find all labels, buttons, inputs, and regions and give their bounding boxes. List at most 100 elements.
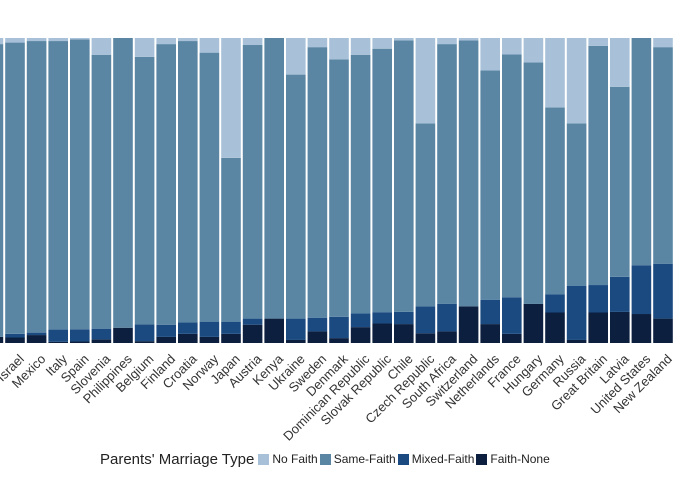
bar-segment-faith-none bbox=[329, 338, 349, 343]
bar-segment-same-faith bbox=[91, 54, 112, 329]
bar-segment-mixed-faith bbox=[26, 332, 47, 336]
bar-segment-mixed-faith bbox=[566, 285, 587, 340]
legend-label: Faith-None bbox=[490, 452, 550, 466]
bar-segment-faith-none bbox=[134, 341, 155, 343]
bar-segment-faith-none bbox=[5, 337, 25, 343]
bar-segment-same-faith bbox=[329, 59, 349, 317]
legend-swatch bbox=[258, 453, 270, 465]
bar-segment-mixed-faith bbox=[5, 333, 25, 338]
bar-segment-no-faith bbox=[156, 38, 176, 45]
legend-entry: Mixed-Faith bbox=[397, 452, 475, 466]
bar-segment-no-faith bbox=[91, 38, 112, 55]
bar-segment-faith-none bbox=[394, 324, 414, 343]
bar-segment-same-faith bbox=[134, 56, 155, 325]
bar-segment-no-faith bbox=[588, 38, 608, 46]
bar-segment-same-faith bbox=[350, 54, 371, 314]
bar-segment-mixed-faith bbox=[610, 276, 630, 312]
bar-segment-same-faith bbox=[523, 62, 544, 304]
legend-swatch bbox=[397, 453, 409, 465]
bar-segment-faith-none bbox=[26, 335, 47, 343]
bar-segment-no-faith bbox=[70, 38, 90, 40]
bar-segment-faith-none bbox=[610, 311, 630, 343]
legend-swatch bbox=[319, 453, 331, 465]
bar-segment-same-faith bbox=[221, 157, 241, 322]
bar-segment-same-faith bbox=[653, 47, 673, 264]
bar-segment-same-faith bbox=[264, 38, 284, 319]
bar-segment-faith-none bbox=[631, 314, 652, 343]
bar-segment-no-faith bbox=[178, 38, 198, 42]
bar-segment-same-faith bbox=[286, 74, 306, 319]
bar-segment-mixed-faith bbox=[588, 285, 608, 313]
bar-segment-faith-none bbox=[48, 341, 68, 343]
bar-segment-faith-none bbox=[480, 324, 500, 343]
bar-segment-same-faith bbox=[372, 48, 392, 313]
bar-segment-mixed-faith bbox=[653, 263, 673, 319]
bar-segment-same-faith bbox=[502, 54, 522, 298]
bar-segment-faith-none bbox=[458, 306, 479, 343]
bar-segment-mixed-faith bbox=[350, 313, 371, 328]
bar-segment-mixed-faith bbox=[307, 317, 328, 332]
bar-segment-faith-none bbox=[242, 324, 263, 343]
legend-title: Parents' Marriage Type bbox=[100, 450, 255, 468]
bars-layer bbox=[0, 38, 673, 344]
bar-segment-no-faith bbox=[5, 38, 25, 43]
bar-segment-cropped-same-faith bbox=[0, 44, 4, 337]
bar-segment-faith-none bbox=[70, 341, 90, 344]
bar-segment-same-faith bbox=[48, 41, 68, 330]
bar-segment-no-faith bbox=[653, 38, 673, 48]
bar-segment-same-faith bbox=[610, 86, 630, 277]
bar-segment-no-faith bbox=[242, 38, 263, 46]
bar-segment-mixed-faith bbox=[199, 321, 220, 337]
bar-segment-faith-none bbox=[307, 331, 328, 343]
bar-segment-mixed-faith bbox=[329, 316, 349, 339]
legend-swatch bbox=[476, 453, 488, 465]
bar-segment-mixed-faith bbox=[480, 299, 500, 325]
bar-segment-same-faith bbox=[394, 40, 414, 312]
bar-segment-mixed-faith bbox=[156, 324, 176, 337]
legend-label: Mixed-Faith bbox=[411, 452, 475, 466]
bar-segment-same-faith bbox=[437, 44, 457, 304]
bar-segment-faith-none bbox=[415, 333, 436, 343]
bar-segment-mixed-faith bbox=[545, 294, 565, 313]
legend: Parents' Marriage Type No Faith Same-Fait… bbox=[100, 449, 552, 469]
bar-segment-no-faith bbox=[437, 38, 457, 45]
bar-segment-mixed-faith bbox=[48, 329, 68, 342]
bar-segment-mixed-faith bbox=[394, 311, 414, 325]
bar-segment-faith-none bbox=[156, 336, 176, 343]
bar-segment-no-faith bbox=[415, 38, 436, 124]
bar-segment-same-faith bbox=[5, 42, 25, 334]
bar-segment-mixed-faith bbox=[242, 318, 263, 325]
legend-label: Same-Faith bbox=[333, 452, 396, 466]
bar-segment-same-faith bbox=[307, 47, 328, 318]
bar-segment-same-faith bbox=[26, 41, 47, 333]
legend-entry: Same-Faith bbox=[319, 452, 396, 466]
bar-segment-faith-none bbox=[113, 327, 133, 343]
bar-segment-faith-none bbox=[91, 339, 112, 343]
bar-segment-faith-none bbox=[199, 336, 220, 343]
bar-segment-mixed-faith bbox=[70, 329, 90, 342]
legend-entry: Faith-None bbox=[476, 452, 550, 466]
x-tick-labels: IsraelMexicoItalySpainSloveniaPhilippine… bbox=[0, 351, 675, 444]
bar-segment-faith-none bbox=[588, 312, 608, 343]
legend-entry: No Faith bbox=[258, 452, 318, 466]
bar-segment-no-faith bbox=[134, 38, 155, 57]
bar-segment-same-faith bbox=[113, 38, 133, 328]
bar-segment-cropped-faith-none bbox=[0, 336, 4, 343]
bar-segment-faith-none bbox=[178, 333, 198, 343]
bar-segment-same-faith bbox=[242, 45, 263, 319]
bar-segment-same-faith bbox=[156, 44, 176, 325]
bar-segment-no-faith bbox=[48, 38, 68, 42]
bar-segment-same-faith bbox=[458, 40, 479, 307]
bar-segment-no-faith bbox=[286, 38, 306, 75]
bar-segment-mixed-faith bbox=[91, 328, 112, 340]
bar-segment-no-faith bbox=[329, 38, 349, 60]
bar-segment-no-faith bbox=[523, 38, 544, 63]
bar-segment-mixed-faith bbox=[631, 265, 652, 315]
bar-segment-same-faith bbox=[480, 70, 500, 300]
bar-segment-no-faith bbox=[26, 38, 47, 42]
bar-segment-mixed-faith bbox=[286, 318, 306, 340]
bar-segment-no-faith bbox=[221, 38, 241, 158]
bar-segment-mixed-faith bbox=[502, 297, 522, 334]
bar-segment-same-faith bbox=[70, 39, 90, 330]
